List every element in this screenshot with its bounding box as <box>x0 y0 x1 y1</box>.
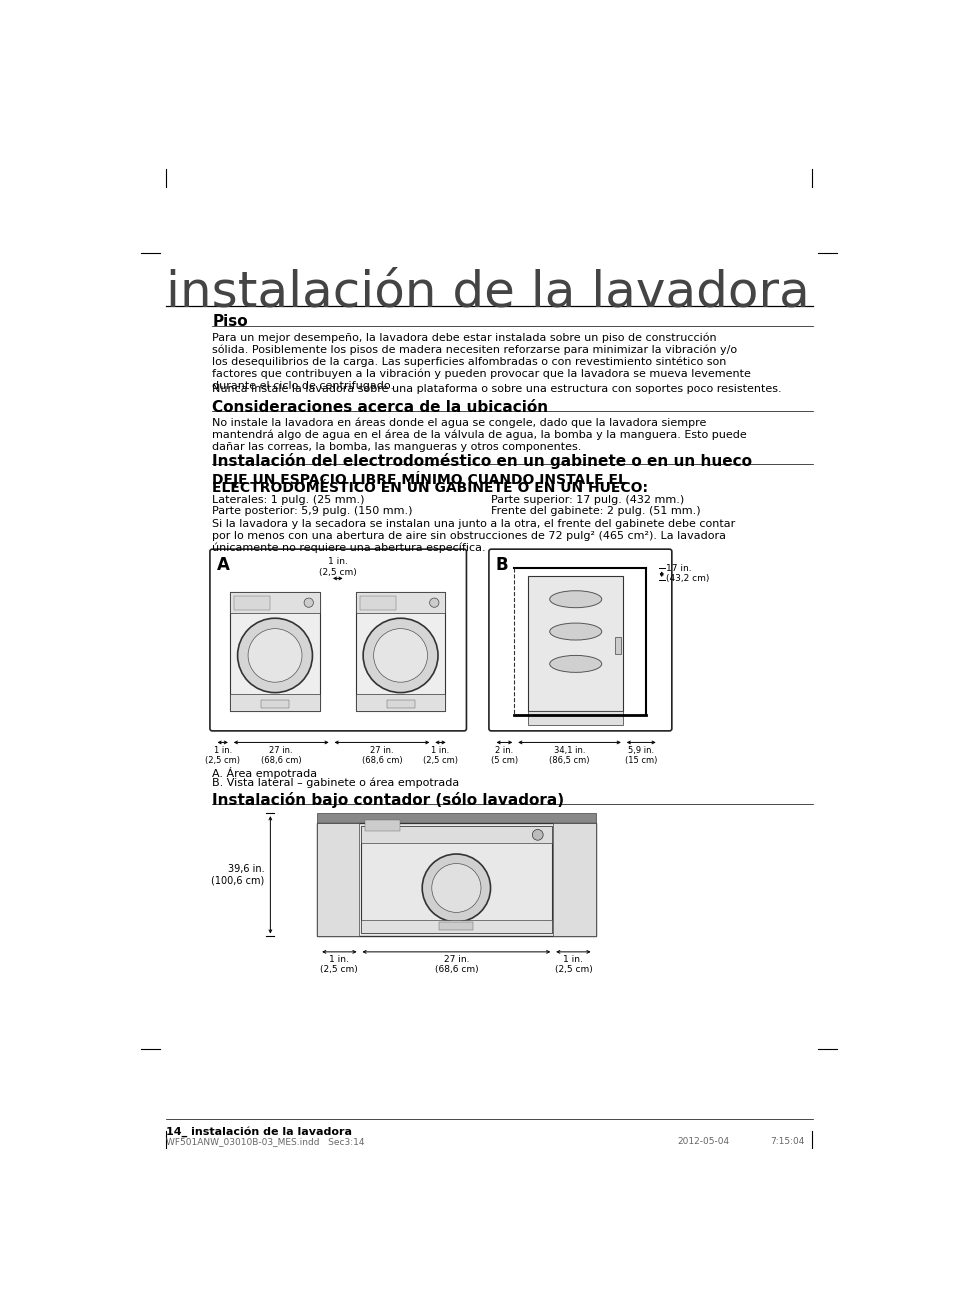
Bar <box>553 822 596 936</box>
Text: WF501ANW_03010B-03_MES.indd   Sec3:14: WF501ANW_03010B-03_MES.indd Sec3:14 <box>166 1137 364 1146</box>
Text: A. Área empotrada: A. Área empotrada <box>212 767 317 778</box>
Text: Parte posterior: 5,9 pulg. (150 mm.): Parte posterior: 5,9 pulg. (150 mm.) <box>212 506 413 516</box>
Circle shape <box>422 855 490 922</box>
Text: Frente del gabinete: 2 pulg. (51 mm.): Frente del gabinete: 2 pulg. (51 mm.) <box>491 506 700 516</box>
Bar <box>439 922 473 930</box>
Circle shape <box>374 629 427 682</box>
Text: 17 in.
(43,2 cm): 17 in. (43,2 cm) <box>666 564 709 584</box>
Text: 27 in.
(68,6 cm): 27 in. (68,6 cm) <box>435 955 477 975</box>
Bar <box>316 822 596 936</box>
Bar <box>234 595 270 609</box>
Text: No instale la lavadora en áreas donde el agua se congele, dado que la lavadora s: No instale la lavadora en áreas donde el… <box>212 417 746 452</box>
Circle shape <box>304 598 313 607</box>
Text: B. Vista lateral – gabinete o área empotrada: B. Vista lateral – gabinete o área empot… <box>212 777 459 788</box>
Text: A: A <box>216 556 230 574</box>
Text: ELECTRODOMÉSTICO EN UN GABINETE O EN UN HUECO:: ELECTRODOMÉSTICO EN UN GABINETE O EN UN … <box>212 482 648 496</box>
Text: 39,6 in.
(100,6 cm): 39,6 in. (100,6 cm) <box>211 864 264 886</box>
Bar <box>386 701 415 709</box>
Bar <box>261 701 289 709</box>
Text: 7:15:04: 7:15:04 <box>769 1137 803 1146</box>
Text: DEJE UN ESPACIO LIBRE MÍNIMO CUANDO INSTALE EL: DEJE UN ESPACIO LIBRE MÍNIMO CUANDO INST… <box>212 471 626 487</box>
Text: Instalación bajo contador (sólo lavadora): Instalación bajo contador (sólo lavadora… <box>212 793 564 808</box>
Bar <box>528 711 622 724</box>
Text: 5,9 in.
(15 cm): 5,9 in. (15 cm) <box>624 745 657 764</box>
Text: 34,1 in.
(86,5 cm): 34,1 in. (86,5 cm) <box>549 745 589 764</box>
Circle shape <box>532 829 542 840</box>
Text: 1 in.
(2,5 cm): 1 in. (2,5 cm) <box>318 558 356 577</box>
Bar <box>355 591 445 613</box>
Bar <box>365 820 399 831</box>
Bar <box>316 813 596 822</box>
Text: instalación de la lavadora: instalación de la lavadora <box>166 269 809 316</box>
Bar <box>316 822 359 936</box>
Text: 1 in.
(2,5 cm): 1 in. (2,5 cm) <box>554 955 592 975</box>
Text: 1 in.
(2,5 cm): 1 in. (2,5 cm) <box>205 745 240 764</box>
Bar <box>231 695 319 711</box>
Ellipse shape <box>549 624 601 640</box>
Text: 27 in.
(68,6 cm): 27 in. (68,6 cm) <box>361 745 402 764</box>
Text: 2012-05-04: 2012-05-04 <box>677 1137 729 1146</box>
Text: Piso: Piso <box>212 314 248 329</box>
Text: Nunca instale la lavadora sobre una plataforma o sobre una estructura con soport: Nunca instale la lavadora sobre una plat… <box>212 385 781 394</box>
Bar <box>360 826 551 843</box>
Text: Consideraciones acerca de la ubicación: Consideraciones acerca de la ubicación <box>212 400 548 414</box>
Bar <box>231 591 319 613</box>
Circle shape <box>237 618 313 692</box>
Text: Laterales: 1 pulg. (25 mm.): Laterales: 1 pulg. (25 mm.) <box>212 496 364 505</box>
Text: Si la lavadora y la secadora se instalan una junto a la otra, el frente del gabi: Si la lavadora y la secadora se instalan… <box>212 519 735 553</box>
Circle shape <box>429 598 438 607</box>
Text: 1 in.
(2,5 cm): 1 in. (2,5 cm) <box>422 745 457 764</box>
Text: Instalación del electrodoméstico en un gabinete o en un hueco: Instalación del electrodoméstico en un g… <box>212 453 752 469</box>
Circle shape <box>363 618 437 692</box>
Text: B: B <box>496 556 508 574</box>
Text: 1 in.
(2,5 cm): 1 in. (2,5 cm) <box>320 955 357 975</box>
Bar <box>231 591 319 711</box>
Bar <box>360 826 551 932</box>
FancyBboxPatch shape <box>488 549 671 731</box>
Ellipse shape <box>549 656 601 673</box>
Text: 27 in.
(68,6 cm): 27 in. (68,6 cm) <box>260 745 301 764</box>
Text: Para un mejor desempeño, la lavadora debe estar instalada sobre un piso de const: Para un mejor desempeño, la lavadora deb… <box>212 332 750 391</box>
Bar <box>355 591 445 711</box>
Bar <box>355 695 445 711</box>
Circle shape <box>248 629 302 682</box>
Text: Parte superior: 17 pulg. (432 mm.): Parte superior: 17 pulg. (432 mm.) <box>491 496 684 505</box>
FancyBboxPatch shape <box>210 549 466 731</box>
Text: 14_ instalación de la lavadora: 14_ instalación de la lavadora <box>166 1127 352 1137</box>
Bar <box>359 595 395 609</box>
Bar <box>615 636 620 653</box>
Bar <box>528 576 622 711</box>
Text: 2 in.
(5 cm): 2 in. (5 cm) <box>491 745 517 764</box>
Circle shape <box>432 864 480 913</box>
Bar <box>360 920 551 932</box>
Ellipse shape <box>549 591 601 608</box>
